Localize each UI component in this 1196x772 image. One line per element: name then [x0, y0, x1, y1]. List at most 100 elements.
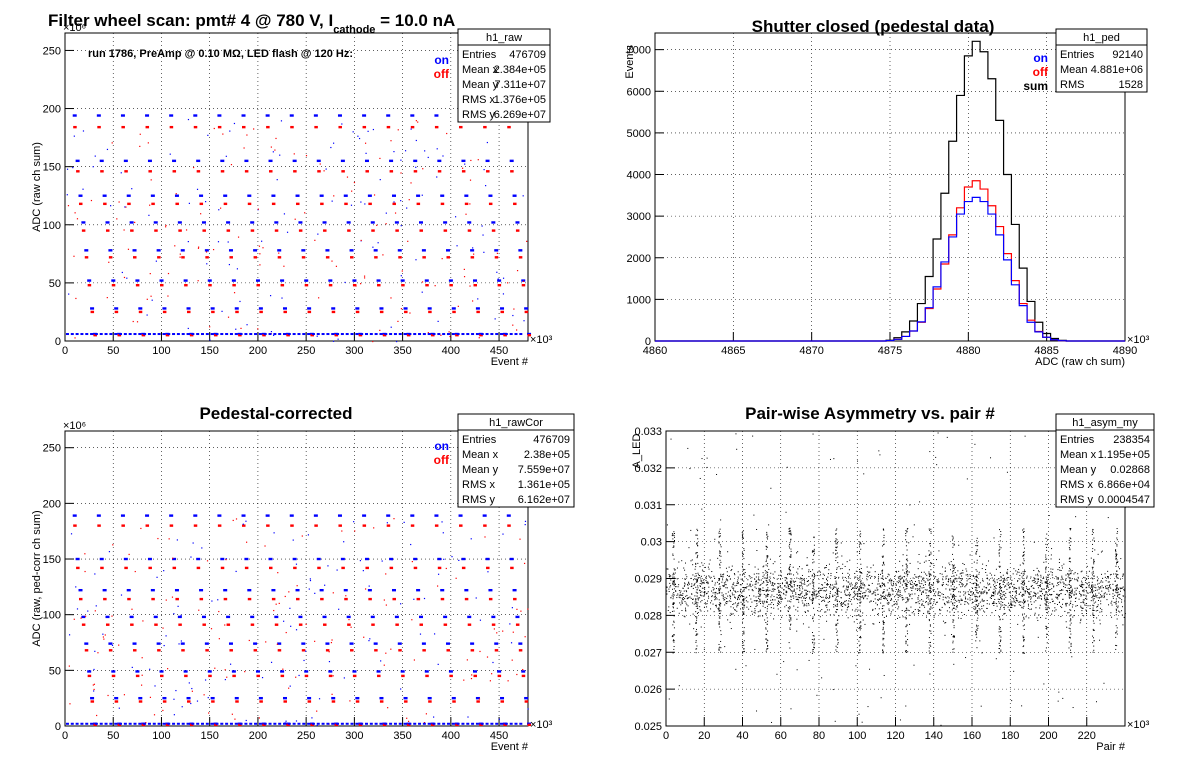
point-spike: [906, 554, 908, 556]
point-scatter: [471, 300, 474, 302]
point-asym: [1096, 576, 1098, 578]
point-asym: [696, 604, 698, 606]
point-baseline: [239, 722, 243, 725]
point-asym: [892, 582, 894, 584]
point-asym: [1119, 568, 1121, 570]
point-asym: [958, 544, 960, 546]
point-baseline: [316, 333, 320, 336]
point-asym: [1107, 577, 1109, 579]
point-asym: [771, 584, 773, 586]
point-scatter: [410, 128, 412, 130]
point-asym: [1102, 577, 1104, 579]
point-asym: [718, 588, 720, 590]
point-asym: [1086, 613, 1088, 615]
point-asym: [851, 584, 853, 586]
point-asym: [1123, 589, 1125, 591]
point-off: [217, 524, 222, 527]
point-asym: [852, 587, 854, 589]
point-spike: [836, 593, 838, 595]
point-asym: [956, 574, 958, 576]
point-asym: [854, 587, 856, 589]
point-spike: [719, 535, 721, 537]
point-scatter: [403, 521, 405, 523]
point-off: [266, 125, 270, 129]
point-off: [165, 333, 170, 337]
point-on: [488, 194, 493, 197]
point-spike: [765, 600, 767, 602]
point-asym: [1086, 583, 1088, 585]
point-scatter: [92, 684, 94, 686]
point-spike: [905, 617, 907, 619]
point-asym: [1101, 595, 1103, 597]
point-spike: [789, 547, 791, 549]
stats-key: Mean: [1060, 64, 1088, 76]
point-asym: [821, 596, 823, 598]
point-asym: [954, 572, 956, 574]
point-asym: [1002, 618, 1004, 620]
point-scatter: [502, 277, 505, 279]
point-asym: [1122, 575, 1124, 577]
point-asym: [930, 583, 932, 585]
point-spike: [672, 572, 674, 574]
point-spike: [928, 637, 930, 639]
point-spike: [812, 558, 814, 560]
point-on: [470, 249, 475, 252]
point-asym: [731, 568, 733, 570]
point-spike: [742, 533, 744, 535]
point-spike: [741, 565, 743, 567]
point-scatter: [93, 683, 96, 685]
point-on: [220, 557, 225, 561]
point-scatter: [510, 642, 513, 644]
point-asym: [1016, 600, 1018, 602]
point-asym: [1030, 596, 1032, 598]
point-asym: [784, 577, 786, 579]
point-off: [355, 310, 360, 314]
point-asym: [750, 598, 752, 600]
point-asym: [727, 601, 729, 603]
point-asym: [759, 584, 761, 586]
point-asym: [676, 567, 678, 569]
point-asym: [738, 595, 740, 597]
point-asym: [791, 585, 793, 587]
point-asym: [725, 587, 727, 589]
point-scatter: [390, 297, 392, 299]
point-off: [256, 674, 260, 678]
point-off: [208, 674, 212, 678]
point-asym: [1100, 580, 1102, 582]
point-asym: [880, 586, 882, 588]
point-on: [81, 221, 86, 224]
point-asym: [1111, 604, 1113, 606]
point-asym: [725, 593, 727, 595]
point-scatter: [95, 605, 97, 607]
point-baseline: [418, 333, 422, 336]
point-baseline: [215, 722, 219, 725]
point-spike: [812, 579, 814, 581]
point-asym: [1097, 597, 1099, 599]
point-asym: [1003, 578, 1005, 580]
point-asym: [1120, 578, 1122, 580]
point-asym: [1019, 574, 1021, 576]
point-asym: [1006, 572, 1008, 574]
point-on: [524, 307, 529, 310]
point-spike: [952, 546, 954, 548]
point-baseline: [331, 333, 335, 336]
point-asym: [699, 590, 701, 592]
point-spike: [930, 569, 932, 571]
point-asym: [1112, 589, 1114, 591]
point-asym: [826, 584, 828, 586]
point-asym: [748, 595, 750, 597]
stats-value: 1.376e+05: [494, 94, 546, 106]
point-asym: [872, 608, 874, 610]
point-asym: [977, 604, 979, 606]
point-spike: [952, 619, 954, 621]
point-spike: [743, 590, 745, 592]
point-scatter: [178, 643, 180, 645]
point-asym: [803, 578, 805, 580]
point-asym: [960, 578, 962, 580]
point-asym: [1035, 595, 1037, 597]
point-spike: [789, 527, 791, 529]
point-asym: [986, 577, 988, 579]
point-asym: [793, 583, 795, 585]
point-off: [494, 649, 499, 652]
point-asym: [704, 591, 706, 593]
